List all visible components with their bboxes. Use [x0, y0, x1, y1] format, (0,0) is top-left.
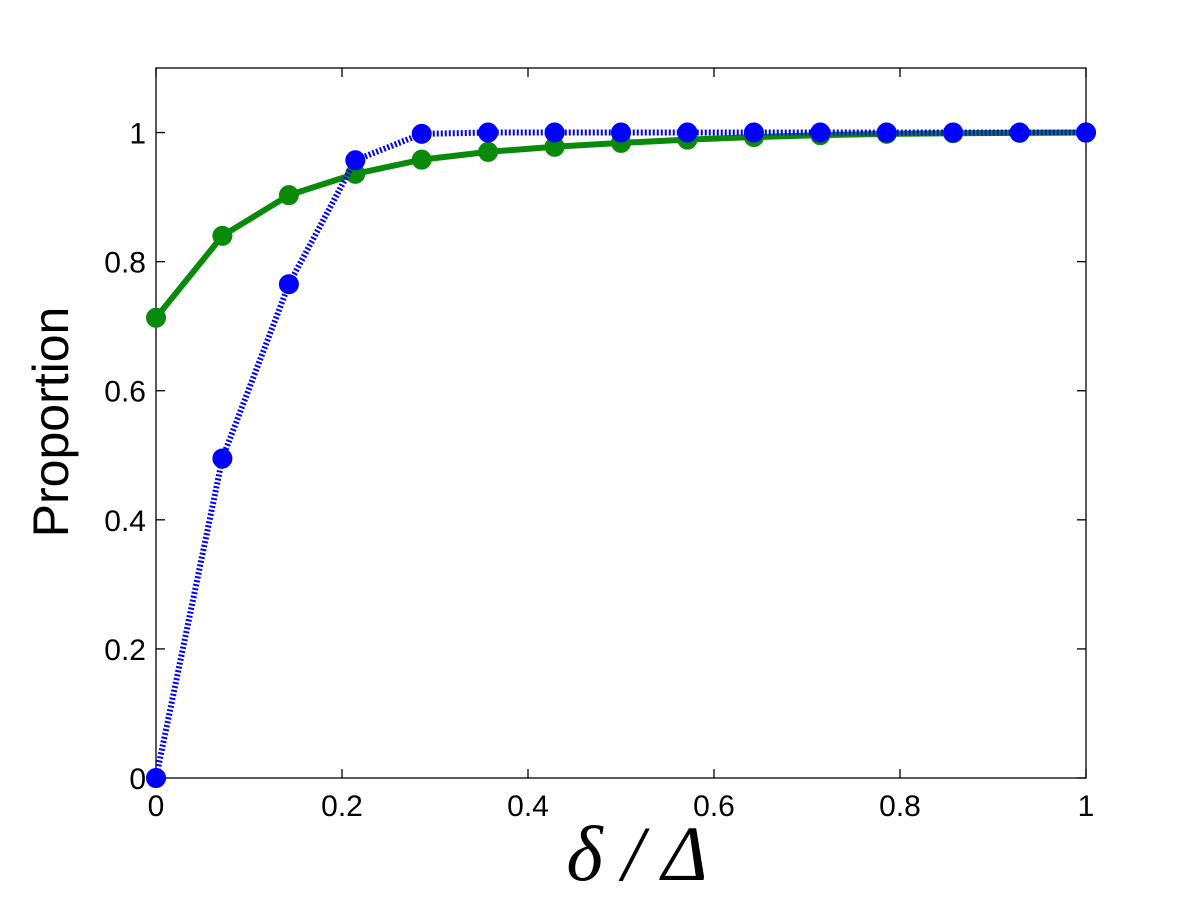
- series-0-point: [146, 307, 166, 328]
- series-layer: [146, 122, 1096, 788]
- x-tick-label: 0: [148, 790, 165, 823]
- series-1-point: [810, 122, 831, 143]
- series-1-point: [1076, 122, 1096, 143]
- x-axis-label: δ / Δ: [566, 810, 707, 897]
- series-1-point: [743, 122, 764, 143]
- series-0-point: [212, 225, 233, 246]
- y-tick-label: 0: [129, 763, 146, 796]
- x-tick-label: 0.4: [507, 790, 549, 823]
- plot-frame: [155, 67, 1087, 779]
- y-tick-label: 0.2: [104, 634, 146, 667]
- series-1-point: [677, 122, 698, 143]
- x-tick-label: 1: [1078, 790, 1095, 823]
- series-0-point: [478, 141, 499, 162]
- series-1-point: [146, 768, 166, 788]
- y-tick-label: 1: [129, 118, 146, 151]
- series-1-point: [212, 448, 233, 469]
- series-1: [146, 122, 1096, 788]
- y-tick-label: 0.8: [104, 247, 146, 280]
- series-0-point: [278, 185, 299, 206]
- x-tick-label: 0.8: [879, 790, 921, 823]
- y-tick-label: 0.4: [104, 505, 146, 538]
- y-tick-label: 0.6: [104, 376, 146, 409]
- series-1-point: [544, 122, 565, 143]
- x-tick-label: 0.6: [693, 790, 735, 823]
- series-1-point: [345, 150, 366, 171]
- series-1-point: [1009, 122, 1030, 143]
- series-1-point: [411, 123, 432, 144]
- series-0-point: [411, 149, 432, 170]
- series-1-point: [611, 122, 631, 143]
- series-1-point: [943, 122, 964, 143]
- plot-area: [146, 67, 1096, 788]
- tick-labels: 0 0.2 0.4 0.6 0.8 1 0 0.2 0.4 0.6 0.8 1: [104, 118, 1094, 823]
- y-axis-label: Proportion: [23, 307, 79, 538]
- series-1-point: [278, 274, 299, 295]
- series-1-point: [478, 122, 499, 143]
- series-1-point: [876, 122, 897, 143]
- x-tick-label: 0.2: [321, 790, 363, 823]
